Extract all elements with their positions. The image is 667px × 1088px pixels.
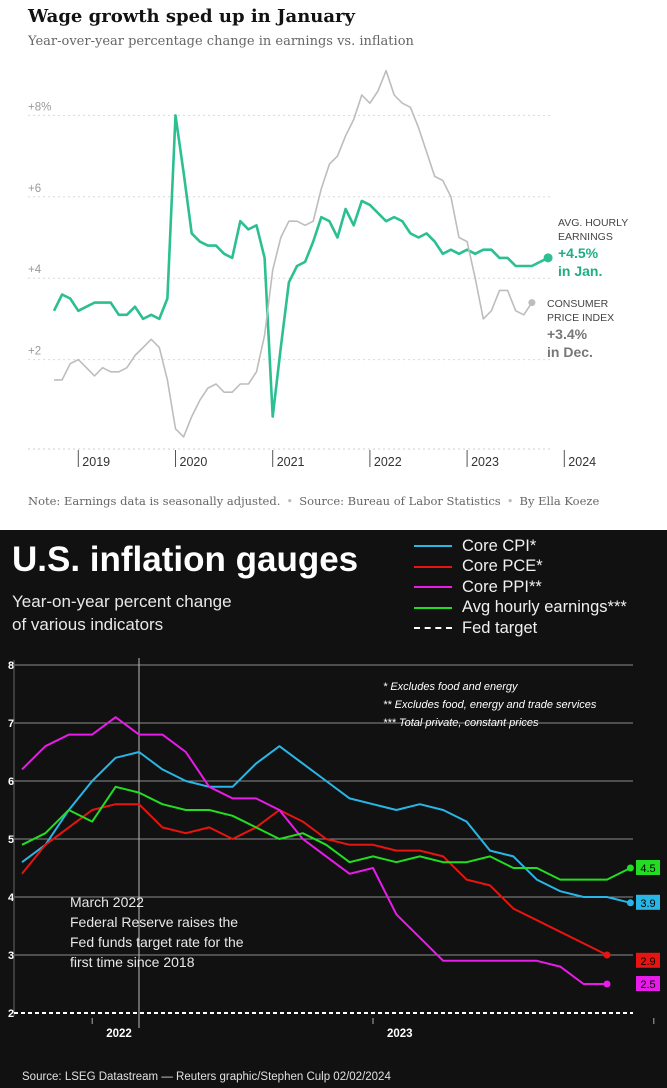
legend-swatch-icon [414, 586, 452, 589]
annotation-line: Federal Reserve raises the [70, 914, 239, 930]
core-pce-series-line [21, 803, 608, 956]
core-ppi-value-tag [636, 976, 660, 991]
x-tick-label: 2020 [180, 455, 208, 469]
legend-item-fed-target: Fed target [414, 618, 627, 639]
cpi-label-period: in Dec. [547, 344, 593, 360]
avg-hourly-earnings-value-tag-label: 4.5 [640, 863, 655, 875]
nyt-line-chart: +2 +4 +6 +8% 2019 2020 2021 2022 2023 2024 AVG. HO… [28, 69, 628, 469]
earnings-end-point [543, 253, 553, 263]
legend-swatch-icon [414, 565, 452, 568]
legend-label: Fed target [462, 618, 538, 637]
core-cpi-series-line [21, 745, 631, 904]
reuters-chart-title: U.S. inflation gauges [12, 540, 359, 579]
cpi-series-line [54, 69, 533, 438]
earnings-label-line: AVG. HOURLY [558, 217, 628, 229]
x-tick-label: 2022 [374, 455, 402, 469]
core-ppi-series-line [21, 716, 607, 985]
y-tick-label: +8% [28, 101, 51, 113]
legend-dashed-swatch-icon [414, 627, 452, 630]
y-tick-label: 2 [8, 1008, 14, 1020]
core-ppi-value-tag-label: 2.5 [640, 979, 655, 991]
reuters-chart-subtitle: Year-on-year percent change of various i… [12, 590, 272, 636]
earnings-series-line [52, 114, 549, 418]
earnings-label-line: EARNINGS [558, 231, 613, 243]
legend-item-core-pce: Core PCE* [414, 557, 627, 578]
core-cpi-end-point [626, 899, 634, 907]
y-tick-label: +2 [28, 346, 41, 358]
nyt-chart-subtitle: Year-over-year percentage change in earn… [28, 34, 414, 49]
x-tick-label: 2023 [387, 1028, 413, 1040]
x-tick-label: 2023 [471, 455, 499, 469]
core-cpi-value-tag [636, 894, 660, 910]
reuters-legend: Core CPI* Core PCE* Core PPI** Avg hourl… [414, 536, 627, 639]
cpi-label-line: CONSUMER [547, 298, 609, 310]
nyt-source-text: Source: Bureau of Labor Statistics [299, 494, 501, 508]
core-ppi-end-point [603, 980, 611, 988]
reuters-footnote: * Excludes food and energy [383, 681, 518, 693]
reuters-footnote: ** Excludes food, energy and trade servi… [383, 699, 597, 711]
reuters-chart-panel: 23456782022202320243.92.92.54.5 U.S. inf… [0, 530, 667, 1088]
legend-label: Core PCE* [462, 557, 543, 576]
avg-hourly-earnings-end-point [626, 864, 634, 872]
core-cpi-value-tag-label: 3.9 [640, 898, 655, 910]
nyt-chart-title: Wage growth sped up in January [28, 6, 355, 27]
annotation-line: Fed funds target rate for the [70, 934, 244, 950]
cpi-label-value: +3.4% [547, 326, 588, 342]
cpi-end-point [528, 299, 536, 307]
nyt-note-text: Note: Earnings data is seasonally adjust… [28, 494, 281, 508]
nyt-byline: By Ella Koeze [519, 494, 600, 508]
core-pce-value-tag [636, 952, 660, 968]
cpi-label-line: PRICE INDEX [547, 312, 614, 324]
legend-item-core-cpi: Core CPI* [414, 536, 627, 557]
legend-swatch-icon [414, 545, 452, 548]
separator-dot-icon: • [506, 494, 514, 508]
x-tick-label: 2022 [106, 1028, 132, 1040]
earnings-label-value: +4.5% [558, 245, 599, 261]
core-pce-end-point [603, 951, 611, 959]
reuters-line-chart: 23456782022202320243.92.92.54.5 [8, 658, 660, 1040]
avg-hourly-earnings-value-tag [636, 860, 660, 875]
reuters-annotation: March 2022 Federal Reserve raises the Fe… [70, 892, 300, 972]
earnings-label-period: in Jan. [558, 263, 602, 279]
reuters-footnote: *** Total private, constant prices [383, 717, 539, 729]
y-tick-label: 4 [8, 892, 15, 904]
legend-swatch-icon [414, 606, 452, 609]
annotation-line: first time since 2018 [70, 954, 195, 970]
separator-dot-icon: • [286, 494, 294, 508]
legend-label: Avg hourly earnings*** [462, 598, 627, 617]
legend-label: Core CPI* [462, 536, 537, 555]
reuters-footnotes: * Excludes food and energy ** Excludes f… [383, 678, 596, 732]
legend-item-avg-hourly-earnings: Avg hourly earnings*** [414, 598, 627, 619]
y-tick-label: 5 [8, 834, 14, 846]
x-tick-label: 2019 [82, 455, 110, 469]
reuters-subtitle-line: Year-on-year percent change [12, 592, 232, 611]
annotation-line: March 2022 [70, 894, 144, 910]
reuters-subtitle-line: of various indicators [12, 615, 164, 634]
y-tick-label: +6 [28, 183, 41, 195]
nyt-chart-panel: Wage growth sped up in January Year-over… [0, 0, 667, 530]
nyt-footnote: Note: Earnings data is seasonally adjust… [28, 494, 599, 508]
legend-item-core-ppi: Core PPI** [414, 577, 627, 598]
legend-label: Core PPI** [462, 577, 542, 596]
avg-hourly-earnings-series-line [21, 785, 631, 881]
core-pce-value-tag-label: 2.9 [640, 956, 655, 968]
y-tick-label: +4 [28, 264, 42, 276]
x-tick-label: 2024 [568, 455, 596, 469]
y-tick-label: 6 [8, 776, 14, 788]
y-tick-label: 7 [8, 718, 14, 730]
y-tick-label: 3 [8, 950, 14, 962]
x-tick-label: 2021 [277, 455, 305, 469]
y-tick-label: 8 [8, 660, 14, 672]
reuters-source: Source: LSEG Datastream — Reuters graphi… [22, 1071, 391, 1083]
